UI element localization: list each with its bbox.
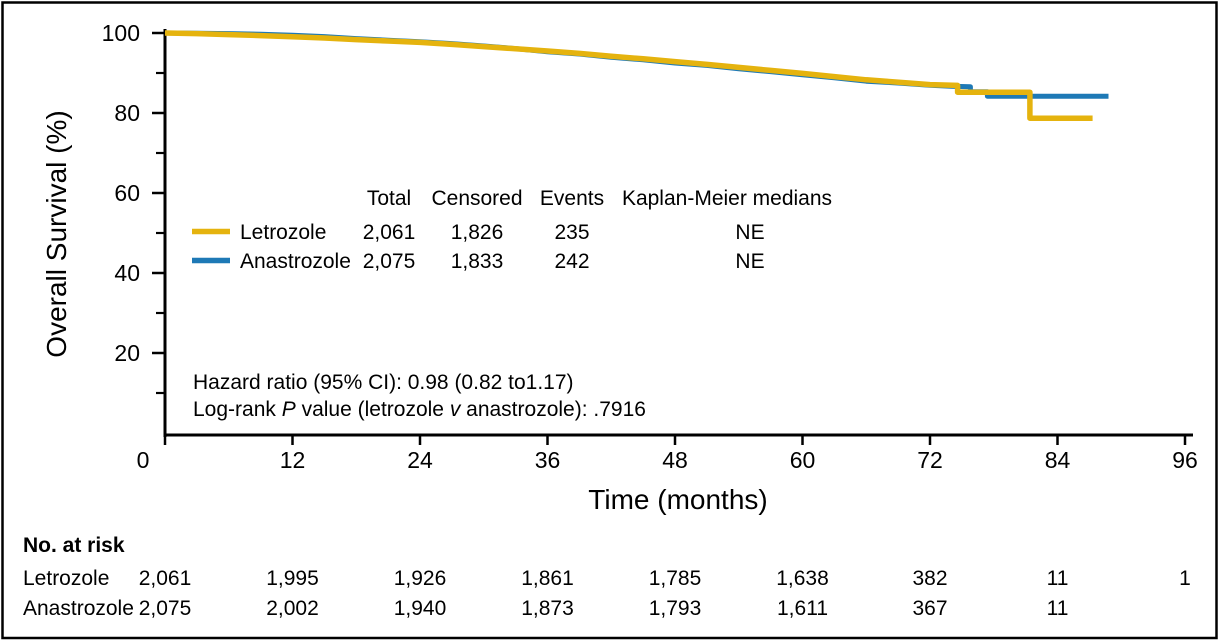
y-tick-label: 40 xyxy=(114,260,140,286)
x-axis-title: Time (months) xyxy=(588,484,767,515)
at-risk-value: 1,793 xyxy=(649,597,702,620)
stats-header: Events xyxy=(540,187,604,210)
x-tick-label: 72 xyxy=(917,447,943,473)
at-risk-value: 2,075 xyxy=(139,597,192,620)
annotations: Log-rank P value (letrozole v anastrozol… xyxy=(193,398,646,421)
at-risk-value: 1,785 xyxy=(649,567,702,590)
at-risk-value: 11 xyxy=(1047,597,1069,620)
at-risk-value: 2,061 xyxy=(139,567,192,590)
at-risk-value: 1 xyxy=(1179,567,1191,590)
axes xyxy=(152,29,1193,445)
stats-value: 1,826 xyxy=(451,221,504,244)
stats-value: 2,061 xyxy=(363,221,416,244)
hazard-ratio-text: Hazard ratio (95% CI): 0.98 (0.82 to1.17… xyxy=(193,371,574,394)
x-tick-label: 48 xyxy=(662,447,688,473)
tick-labels: 100 80 60 40 20 0 12 24 36 48 60 72 84 96 xyxy=(102,20,1198,473)
y-tick-label: 60 xyxy=(114,180,140,206)
at-risk-value: 1,638 xyxy=(776,567,829,590)
curve-letrozole xyxy=(164,30,1093,121)
legend: Letrozole Anastrozole xyxy=(192,221,351,273)
at-risk-value: 1,926 xyxy=(394,567,447,590)
at-risk-value: 1,611 xyxy=(777,597,828,620)
x-tick-label: 84 xyxy=(1045,447,1071,473)
stats-value: 1,833 xyxy=(451,250,504,273)
y-axis-title: Overall Survival (%) xyxy=(41,110,72,357)
at-risk-value: 11 xyxy=(1047,567,1069,590)
legend-label: Letrozole xyxy=(240,221,326,244)
x-tick-label: 12 xyxy=(280,447,306,473)
stats-value: 2,075 xyxy=(363,250,416,273)
stats-median: NE xyxy=(735,250,764,273)
at-risk-title: No. at risk xyxy=(23,534,125,557)
stats-value: 242 xyxy=(554,250,589,273)
stats-table: Total Censored Events Kaplan-Meier medians 2… xyxy=(363,187,832,273)
x-tick-label: 24 xyxy=(407,447,433,473)
logrank-text: Log-rank P value (letrozole v anastrozol… xyxy=(193,398,646,421)
at-risk-row-label: Letrozole xyxy=(23,567,109,590)
stats-header: Total xyxy=(367,187,411,210)
y-tick-label: 80 xyxy=(114,100,140,126)
y-tick-label: 20 xyxy=(114,340,140,366)
x-tick-label: 36 xyxy=(535,447,561,473)
at-risk-value: 1,940 xyxy=(394,597,447,620)
survival-curves xyxy=(164,30,1109,121)
stats-header: Kaplan-Meier medians xyxy=(622,187,832,210)
at-risk-value: 1,861 xyxy=(521,567,574,590)
at-risk-value: 1,995 xyxy=(266,567,319,590)
x-tick-label: 60 xyxy=(790,447,816,473)
at-risk-row-label: Anastrozole xyxy=(23,597,134,620)
x-tick-label: 0 xyxy=(137,447,150,473)
at-risk-value: 382 xyxy=(912,567,947,590)
y-tick-label: 100 xyxy=(102,20,140,46)
stats-median: NE xyxy=(735,221,764,244)
stats-header: Censored xyxy=(431,187,522,210)
x-tick-label: 96 xyxy=(1172,447,1198,473)
at-risk-table: Letrozole 2,061 1,995 1,926 1,861 1,785 1,638 3… xyxy=(23,567,1191,620)
at-risk-value: 1,873 xyxy=(521,597,574,620)
legend-label: Anastrozole xyxy=(240,250,351,273)
at-risk-value: 367 xyxy=(912,597,947,620)
at-risk-value: 2,002 xyxy=(266,597,319,620)
stats-value: 235 xyxy=(554,221,589,244)
